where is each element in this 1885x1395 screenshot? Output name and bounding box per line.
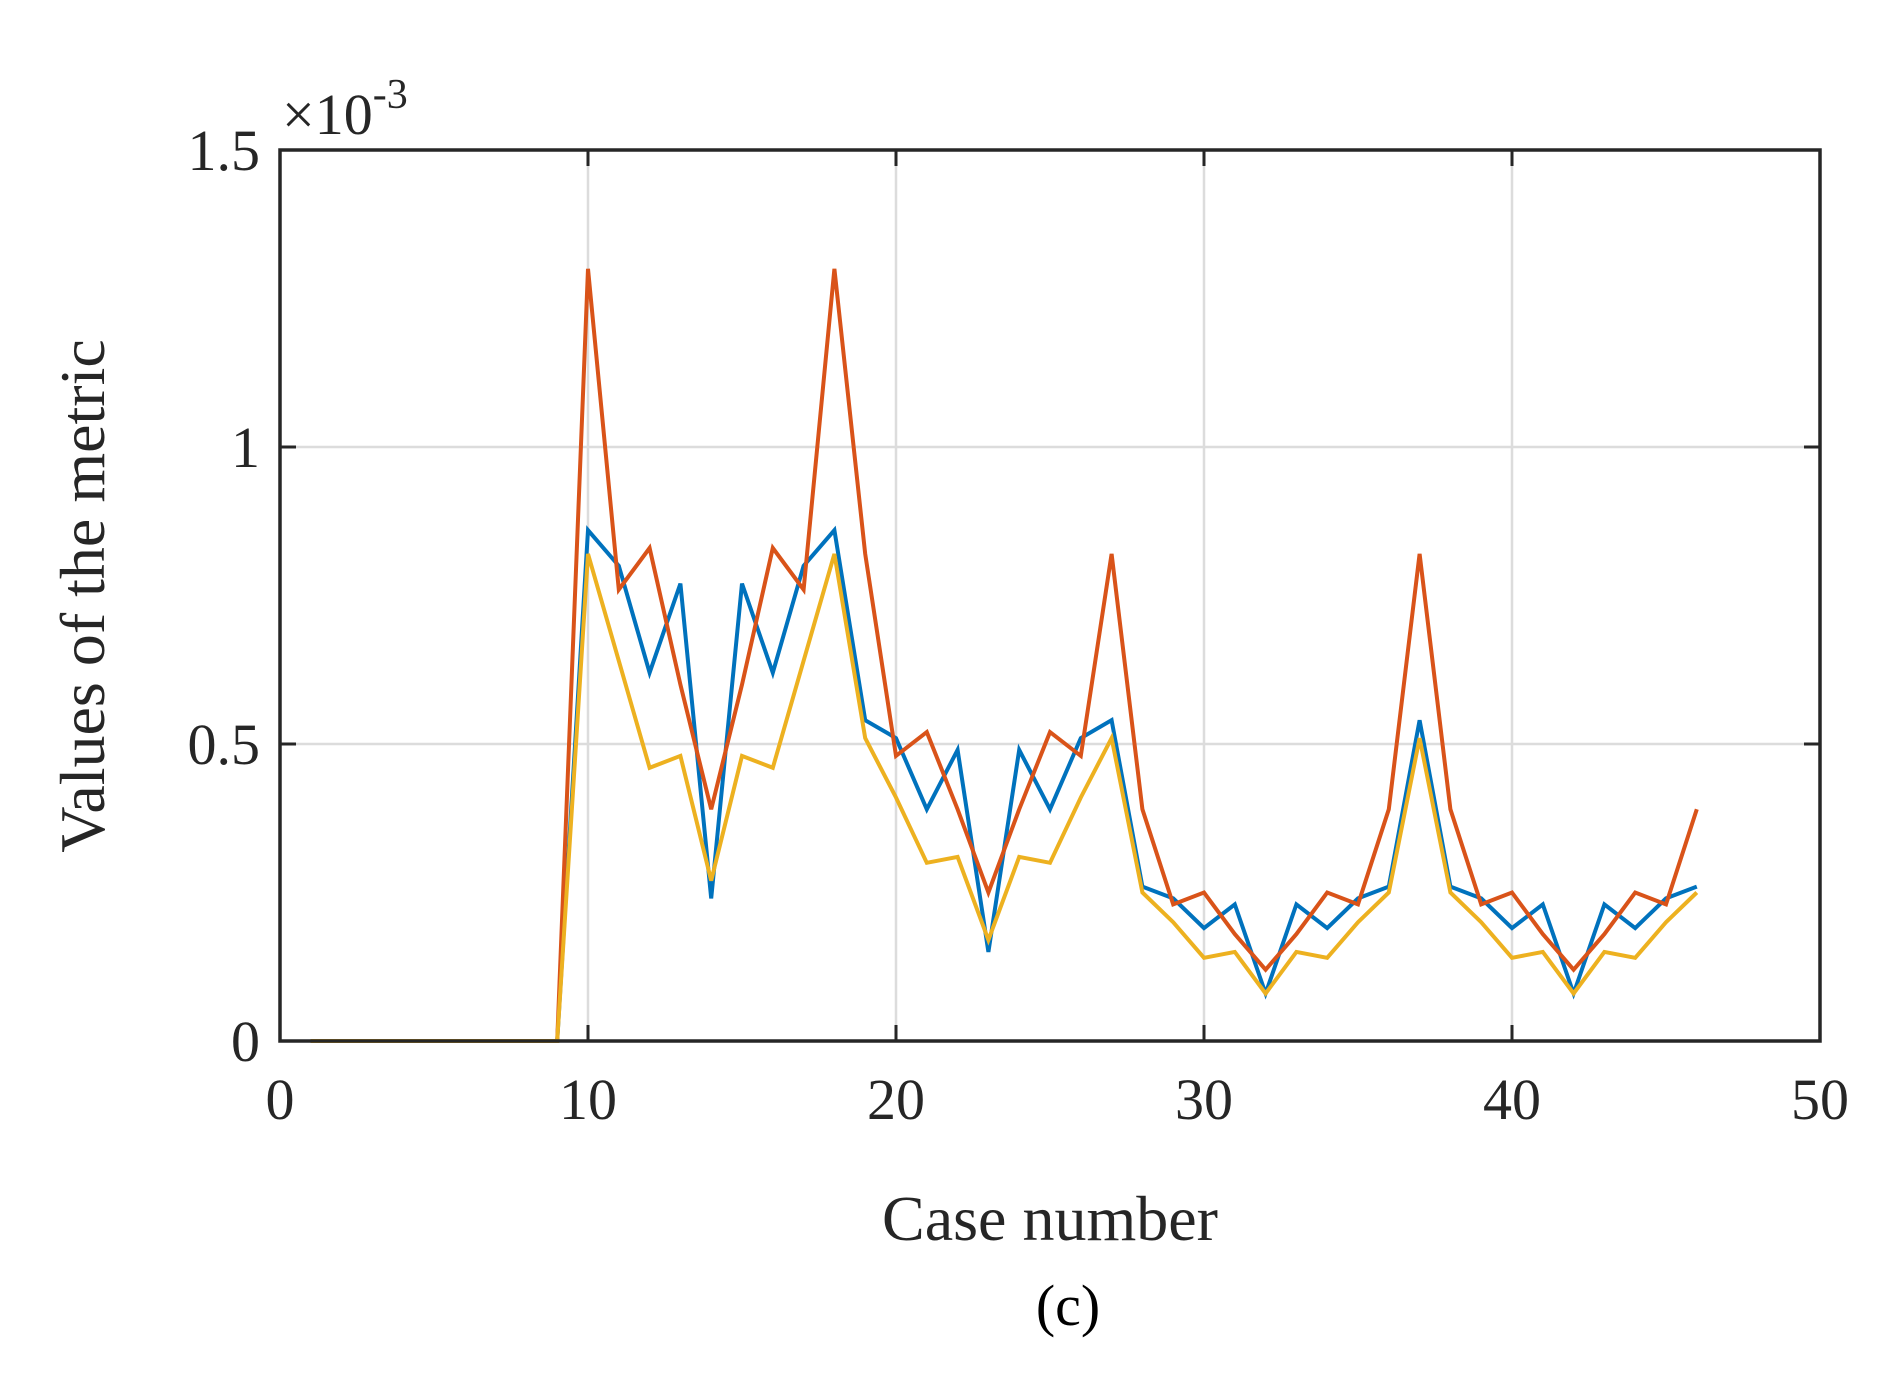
y-tick-label: 1.5 <box>188 118 261 183</box>
panel-label: (c) <box>1036 1273 1100 1338</box>
x-tick-labels: 0 10 20 30 40 50 <box>266 1067 1850 1132</box>
x-tick-label: 40 <box>1483 1067 1541 1132</box>
y-exponent-base: ×10 <box>282 82 373 147</box>
x-tick-label: 20 <box>867 1067 925 1132</box>
x-tick-label: 0 <box>266 1067 295 1132</box>
y-exponent-label: ×10-3 <box>282 72 408 147</box>
y-tick-label: 0.5 <box>188 712 261 777</box>
x-tick-label: 50 <box>1791 1067 1849 1132</box>
x-tick-label: 10 <box>559 1067 617 1132</box>
x-axis-label: Case number <box>882 1183 1218 1254</box>
plot-area <box>280 150 1820 1041</box>
x-tick-label: 30 <box>1175 1067 1233 1132</box>
y-tick-label: 1 <box>231 415 260 480</box>
ticks <box>278 148 1822 1043</box>
y-exponent-power: -3 <box>373 72 408 118</box>
y-tick-label: 0 <box>231 1009 260 1074</box>
y-axis-label: Values of the metric <box>47 339 118 853</box>
axes-box <box>278 148 1822 1043</box>
y-tick-labels: 0 0.5 1 1.5 <box>188 118 261 1074</box>
